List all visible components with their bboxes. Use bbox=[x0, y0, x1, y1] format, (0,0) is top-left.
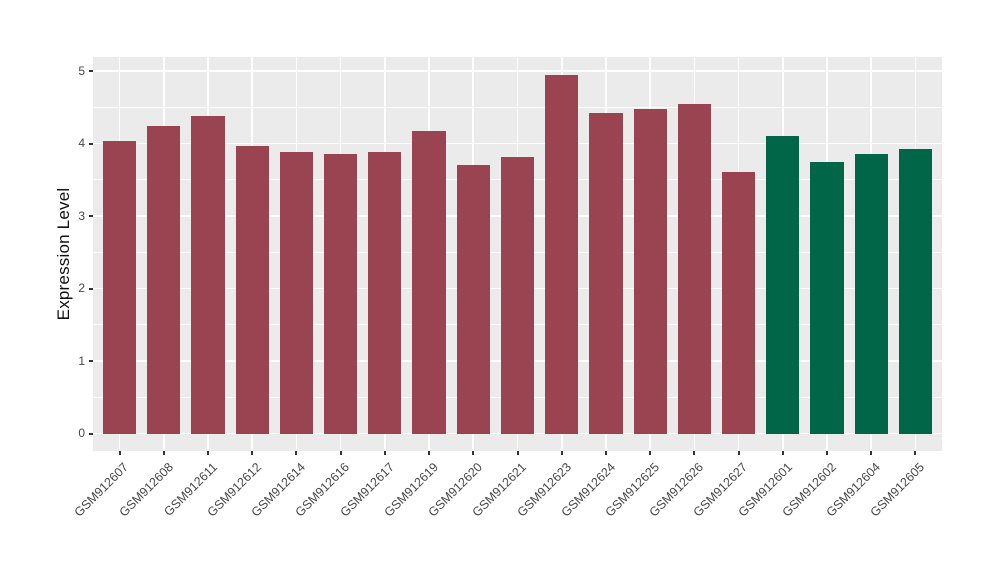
bar-GSM912612 bbox=[235, 146, 269, 434]
x-tick-mark bbox=[118, 451, 121, 455]
y-tick-mark bbox=[89, 70, 93, 72]
bar-GSM912607 bbox=[102, 141, 137, 434]
x-tick-mark bbox=[604, 451, 607, 455]
bar-GSM912604 bbox=[854, 153, 888, 434]
bar-GSM912626 bbox=[677, 104, 711, 434]
bar-GSM912620 bbox=[456, 165, 490, 434]
x-tick-mark bbox=[914, 451, 917, 455]
y-tick-mark bbox=[89, 142, 93, 145]
y-tick-mark bbox=[89, 287, 93, 290]
bar-GSM912616 bbox=[324, 153, 358, 434]
x-tick-mark bbox=[826, 451, 829, 455]
bar-GSM912625 bbox=[633, 109, 667, 434]
x-tick-mark bbox=[472, 451, 475, 455]
x-tick-mark bbox=[516, 451, 519, 455]
plot-panel bbox=[93, 57, 942, 451]
bar-GSM912608 bbox=[147, 126, 181, 434]
y-tick-label: 5 bbox=[78, 63, 85, 78]
bar-GSM912627 bbox=[721, 171, 756, 434]
x-tick-mark bbox=[162, 451, 165, 455]
y-tick-label: 3 bbox=[78, 208, 85, 223]
x-tick-mark bbox=[781, 451, 784, 455]
y-tick-label: 4 bbox=[78, 136, 85, 150]
x-tick-mark bbox=[737, 451, 740, 455]
x-tick-mark bbox=[339, 451, 342, 455]
x-tick-mark bbox=[649, 451, 652, 455]
y-tick-mark bbox=[89, 432, 93, 435]
y-tick-label: 0 bbox=[78, 426, 85, 440]
bar-GSM912619 bbox=[412, 131, 446, 434]
x-tick-mark bbox=[206, 451, 209, 455]
y-tick-mark bbox=[89, 215, 93, 217]
bar-GSM912605 bbox=[898, 149, 933, 434]
x-tick-mark bbox=[251, 451, 254, 455]
bar-GSM912621 bbox=[500, 157, 535, 434]
x-tick-mark bbox=[295, 451, 298, 455]
x-tick-mark bbox=[428, 451, 431, 455]
bar-GSM912623 bbox=[545, 75, 579, 434]
bar-GSM912624 bbox=[589, 113, 623, 434]
bar-GSM912611 bbox=[191, 115, 225, 434]
y-tick-mark bbox=[89, 360, 93, 362]
y-tick-label: 1 bbox=[78, 353, 85, 368]
bar-GSM912602 bbox=[810, 161, 844, 434]
y-tick-label: 2 bbox=[78, 281, 85, 295]
bar-GSM912601 bbox=[766, 135, 800, 434]
x-tick-mark bbox=[870, 451, 873, 455]
x-tick-mark bbox=[383, 451, 386, 455]
x-tick-mark bbox=[693, 451, 696, 455]
x-tick-mark bbox=[560, 451, 563, 455]
bar-GSM912617 bbox=[368, 152, 402, 434]
bar-GSM912614 bbox=[279, 152, 313, 434]
